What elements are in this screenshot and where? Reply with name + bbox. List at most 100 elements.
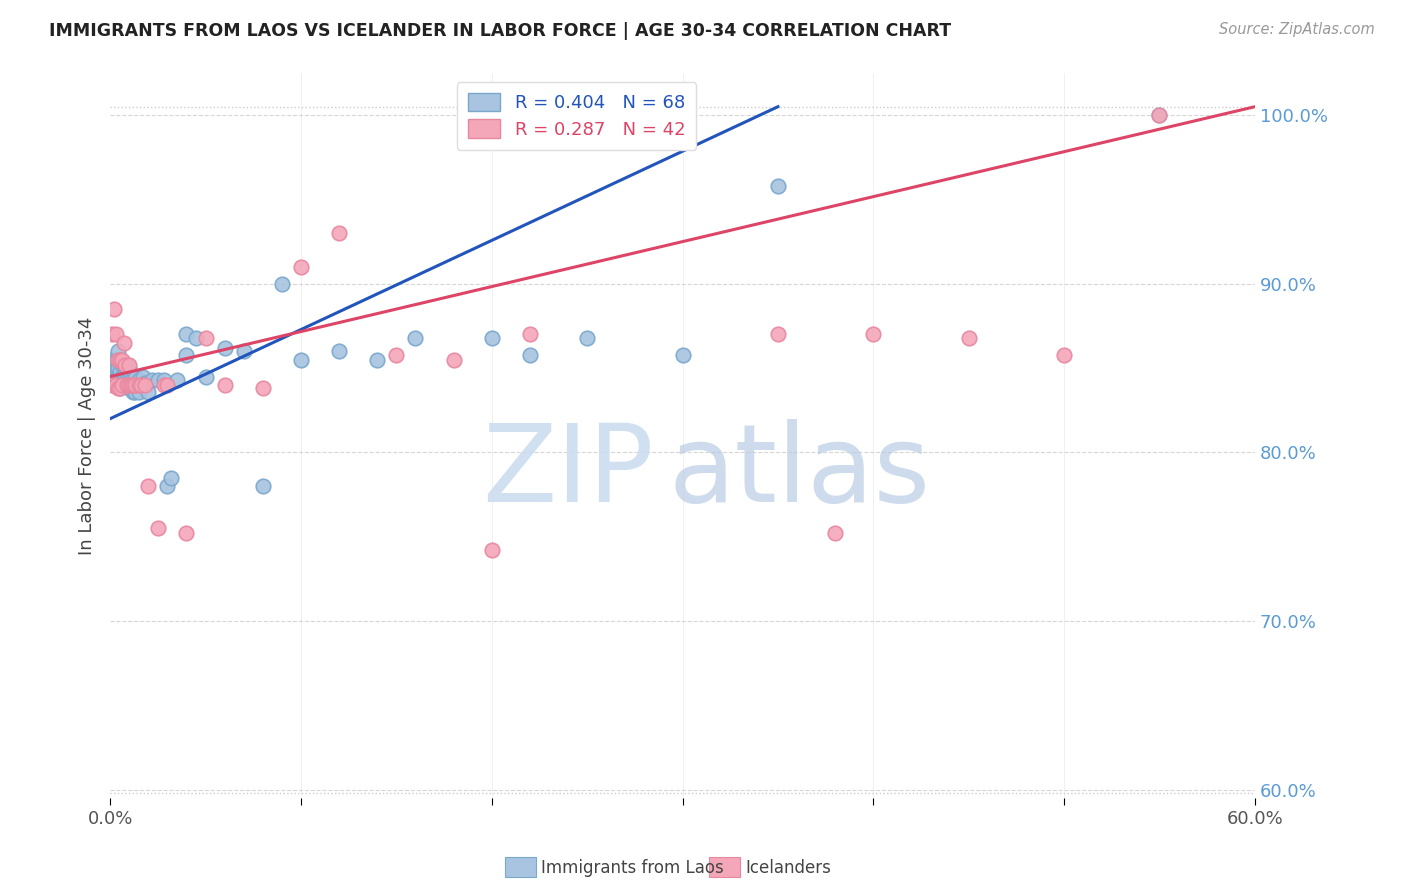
Point xyxy=(108,381,131,395)
Point xyxy=(101,352,124,367)
Point xyxy=(107,378,129,392)
Point xyxy=(108,381,131,395)
Point xyxy=(519,327,541,342)
Point xyxy=(110,358,132,372)
Point xyxy=(120,368,142,382)
Point xyxy=(101,378,124,392)
Text: IMMIGRANTS FROM LAOS VS ICELANDER IN LABOR FORCE | AGE 30-34 CORRELATION CHART: IMMIGRANTS FROM LAOS VS ICELANDER IN LAB… xyxy=(49,22,952,40)
Point xyxy=(101,369,124,384)
Point xyxy=(128,384,150,399)
Text: ZIP: ZIP xyxy=(482,419,654,524)
Point xyxy=(124,384,146,399)
Text: Immigrants from Laos: Immigrants from Laos xyxy=(541,859,724,877)
Point xyxy=(107,352,129,367)
Point xyxy=(671,348,693,362)
Point xyxy=(156,378,179,392)
Point xyxy=(156,479,179,493)
Point xyxy=(118,371,141,385)
Point xyxy=(107,361,129,376)
Point xyxy=(104,361,127,376)
Point xyxy=(176,348,198,362)
Point xyxy=(124,378,146,392)
Text: Source: ZipAtlas.com: Source: ZipAtlas.com xyxy=(1219,22,1375,37)
Point xyxy=(176,327,198,342)
Point xyxy=(120,378,142,392)
Point xyxy=(112,368,135,382)
Point xyxy=(128,373,150,387)
Point xyxy=(118,361,141,376)
Point xyxy=(103,361,125,376)
Point xyxy=(117,368,139,382)
Point xyxy=(290,260,312,274)
Point xyxy=(108,352,131,367)
Point xyxy=(103,301,125,316)
Point xyxy=(194,369,217,384)
Point xyxy=(112,378,135,392)
Point xyxy=(104,327,127,342)
Point xyxy=(146,373,169,387)
Point xyxy=(152,373,174,387)
Point xyxy=(1149,108,1171,122)
Point xyxy=(1149,108,1171,122)
Point xyxy=(152,378,174,392)
Text: Icelanders: Icelanders xyxy=(745,859,831,877)
Point xyxy=(122,384,145,399)
Point xyxy=(366,352,388,367)
Point xyxy=(146,521,169,535)
Point xyxy=(107,369,129,384)
Point xyxy=(129,378,152,392)
Point xyxy=(120,378,142,392)
Point xyxy=(110,352,132,367)
Point xyxy=(104,378,127,392)
Point xyxy=(118,358,141,372)
Point xyxy=(404,331,426,345)
Point xyxy=(118,378,141,392)
Point xyxy=(128,378,150,392)
Point xyxy=(481,331,503,345)
Text: atlas: atlas xyxy=(669,419,931,524)
Point xyxy=(103,378,125,392)
Point xyxy=(108,375,131,389)
Point xyxy=(112,358,135,372)
Point xyxy=(1053,348,1076,362)
Point xyxy=(129,378,152,392)
Point xyxy=(104,378,127,392)
Point xyxy=(385,348,408,362)
Point xyxy=(862,327,884,342)
Point xyxy=(141,373,163,387)
Point xyxy=(194,331,217,345)
Point xyxy=(134,376,156,391)
Point xyxy=(122,371,145,385)
Point xyxy=(443,352,465,367)
Point xyxy=(104,369,127,384)
Point xyxy=(114,368,136,382)
Point xyxy=(107,344,129,359)
Point xyxy=(134,378,156,392)
Point xyxy=(110,378,132,392)
Point xyxy=(824,526,846,541)
Point xyxy=(114,358,136,372)
Point xyxy=(328,226,350,240)
Point xyxy=(184,331,207,345)
Point xyxy=(101,327,124,342)
Point xyxy=(131,369,153,384)
Point xyxy=(104,352,127,367)
Point xyxy=(108,352,131,367)
Point xyxy=(290,352,312,367)
Point xyxy=(108,364,131,378)
Point xyxy=(232,344,254,359)
Point xyxy=(110,369,132,384)
Point xyxy=(957,331,980,345)
Point xyxy=(118,381,141,395)
Y-axis label: In Labor Force | Age 30-34: In Labor Force | Age 30-34 xyxy=(79,317,96,555)
Point xyxy=(136,384,159,399)
Point xyxy=(252,479,274,493)
Point xyxy=(117,378,139,392)
Point xyxy=(107,381,129,395)
Point xyxy=(481,543,503,558)
Point xyxy=(160,471,183,485)
Point xyxy=(114,378,136,392)
Point xyxy=(166,373,188,387)
Point xyxy=(110,378,132,392)
Point xyxy=(114,358,136,372)
